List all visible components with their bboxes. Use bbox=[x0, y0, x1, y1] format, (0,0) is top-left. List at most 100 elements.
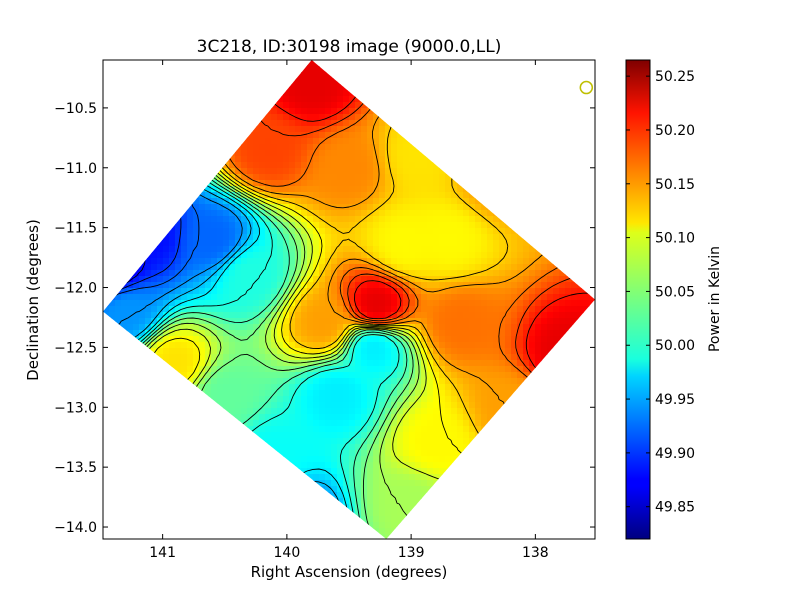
heatmap-cell bbox=[433, 282, 440, 289]
heatmap-cell bbox=[241, 378, 248, 385]
heatmap-cell bbox=[439, 204, 446, 211]
heatmap-cell bbox=[337, 210, 344, 217]
heatmap-cell bbox=[385, 414, 392, 421]
heatmap-cell bbox=[253, 252, 260, 259]
heatmap-cell bbox=[253, 408, 260, 415]
heatmap-cell bbox=[187, 306, 194, 313]
heatmap-cell bbox=[475, 282, 482, 289]
heatmap-cell bbox=[265, 366, 272, 373]
heatmap-cell bbox=[199, 318, 206, 325]
heatmap-cell bbox=[127, 300, 134, 307]
heatmap-cell bbox=[445, 294, 452, 301]
heatmap-cell bbox=[241, 396, 248, 403]
heatmap-cell bbox=[265, 348, 272, 355]
heatmap-cell bbox=[463, 318, 470, 325]
heatmap-cell bbox=[433, 318, 440, 325]
heatmap-cell bbox=[547, 336, 554, 343]
heatmap-cell bbox=[475, 234, 482, 241]
heatmap-cell bbox=[301, 174, 308, 181]
heatmap-cell bbox=[433, 312, 440, 319]
heatmap-cell bbox=[205, 234, 212, 241]
heatmap-cell bbox=[511, 384, 518, 391]
heatmap-cell bbox=[289, 408, 296, 415]
heatmap-cell bbox=[253, 156, 260, 163]
heatmap-cell bbox=[457, 282, 464, 289]
heatmap-cell bbox=[367, 378, 374, 385]
heatmap-cell bbox=[415, 234, 422, 241]
heatmap-cell bbox=[571, 300, 578, 307]
heatmap-cell bbox=[367, 108, 374, 115]
heatmap-cell bbox=[517, 306, 524, 313]
heatmap-cell bbox=[103, 306, 110, 313]
heatmap-cell bbox=[445, 390, 452, 397]
heatmap-cell bbox=[313, 360, 320, 367]
heatmap-cell bbox=[385, 288, 392, 295]
heatmap-cell bbox=[331, 78, 338, 85]
heatmap-cell bbox=[283, 360, 290, 367]
heatmap-cell bbox=[331, 264, 338, 271]
heatmap-cell bbox=[379, 360, 386, 367]
heatmap-cell bbox=[217, 372, 224, 379]
heatmap-cell bbox=[343, 156, 350, 163]
heatmap-cell bbox=[253, 276, 260, 283]
heatmap-cell bbox=[265, 390, 272, 397]
heatmap-cell bbox=[379, 282, 386, 289]
heatmap-cell bbox=[463, 258, 470, 265]
heatmap-cell bbox=[409, 168, 416, 175]
heatmap-cell bbox=[211, 312, 218, 319]
heatmap-cell bbox=[343, 420, 350, 427]
heatmap-cell bbox=[265, 252, 272, 259]
heatmap-cell bbox=[223, 366, 230, 373]
heatmap-cell bbox=[373, 258, 380, 265]
heatmap-cell bbox=[529, 246, 536, 253]
heatmap-cell bbox=[187, 300, 194, 307]
heatmap-cell bbox=[307, 384, 314, 391]
heatmap-cell bbox=[433, 300, 440, 307]
heatmap-cell bbox=[415, 216, 422, 223]
heatmap-cell bbox=[355, 120, 362, 127]
heatmap-cell bbox=[313, 306, 320, 313]
heatmap-cell bbox=[367, 300, 374, 307]
heatmap-cell bbox=[469, 258, 476, 265]
heatmap-cell bbox=[229, 264, 236, 271]
heatmap-cell bbox=[277, 216, 284, 223]
heatmap-cell bbox=[397, 150, 404, 157]
heatmap-cell bbox=[493, 378, 500, 385]
heatmap-cell bbox=[145, 264, 152, 271]
heatmap-cell bbox=[427, 270, 434, 277]
heatmap-cell bbox=[241, 150, 248, 157]
heatmap-cell bbox=[433, 330, 440, 337]
heatmap-cell bbox=[223, 378, 230, 385]
heatmap-cell bbox=[133, 330, 140, 337]
heatmap-cell bbox=[139, 336, 146, 343]
heatmap-cell bbox=[451, 246, 458, 253]
heatmap-cell bbox=[331, 390, 338, 397]
heatmap-cell bbox=[277, 240, 284, 247]
heatmap-cell bbox=[367, 354, 374, 361]
heatmap-cell bbox=[205, 264, 212, 271]
heatmap-cell bbox=[127, 306, 134, 313]
heatmap-cell bbox=[325, 78, 332, 85]
heatmap-cell bbox=[415, 168, 422, 175]
heatmap-cell bbox=[361, 126, 368, 133]
heatmap-cell bbox=[451, 180, 458, 187]
heatmap-cell bbox=[337, 402, 344, 409]
heatmap-cell bbox=[151, 348, 158, 355]
heatmap-cell bbox=[307, 198, 314, 205]
heatmap-cell bbox=[313, 96, 320, 103]
heatmap-cell bbox=[313, 216, 320, 223]
heatmap-cell bbox=[517, 324, 524, 331]
heatmap-cell bbox=[349, 96, 356, 103]
heatmap-cell bbox=[511, 348, 518, 355]
heatmap-cell bbox=[355, 222, 362, 229]
heatmap-cell bbox=[427, 258, 434, 265]
heatmap-cell bbox=[301, 366, 308, 373]
heatmap-cell bbox=[115, 312, 122, 319]
heatmap-cell bbox=[391, 396, 398, 403]
heatmap-cell bbox=[421, 264, 428, 271]
heatmap-cell bbox=[367, 288, 374, 295]
heatmap-cell bbox=[367, 384, 374, 391]
heatmap-cell bbox=[439, 186, 446, 193]
heatmap-cell bbox=[331, 216, 338, 223]
heatmap-cell bbox=[253, 336, 260, 343]
